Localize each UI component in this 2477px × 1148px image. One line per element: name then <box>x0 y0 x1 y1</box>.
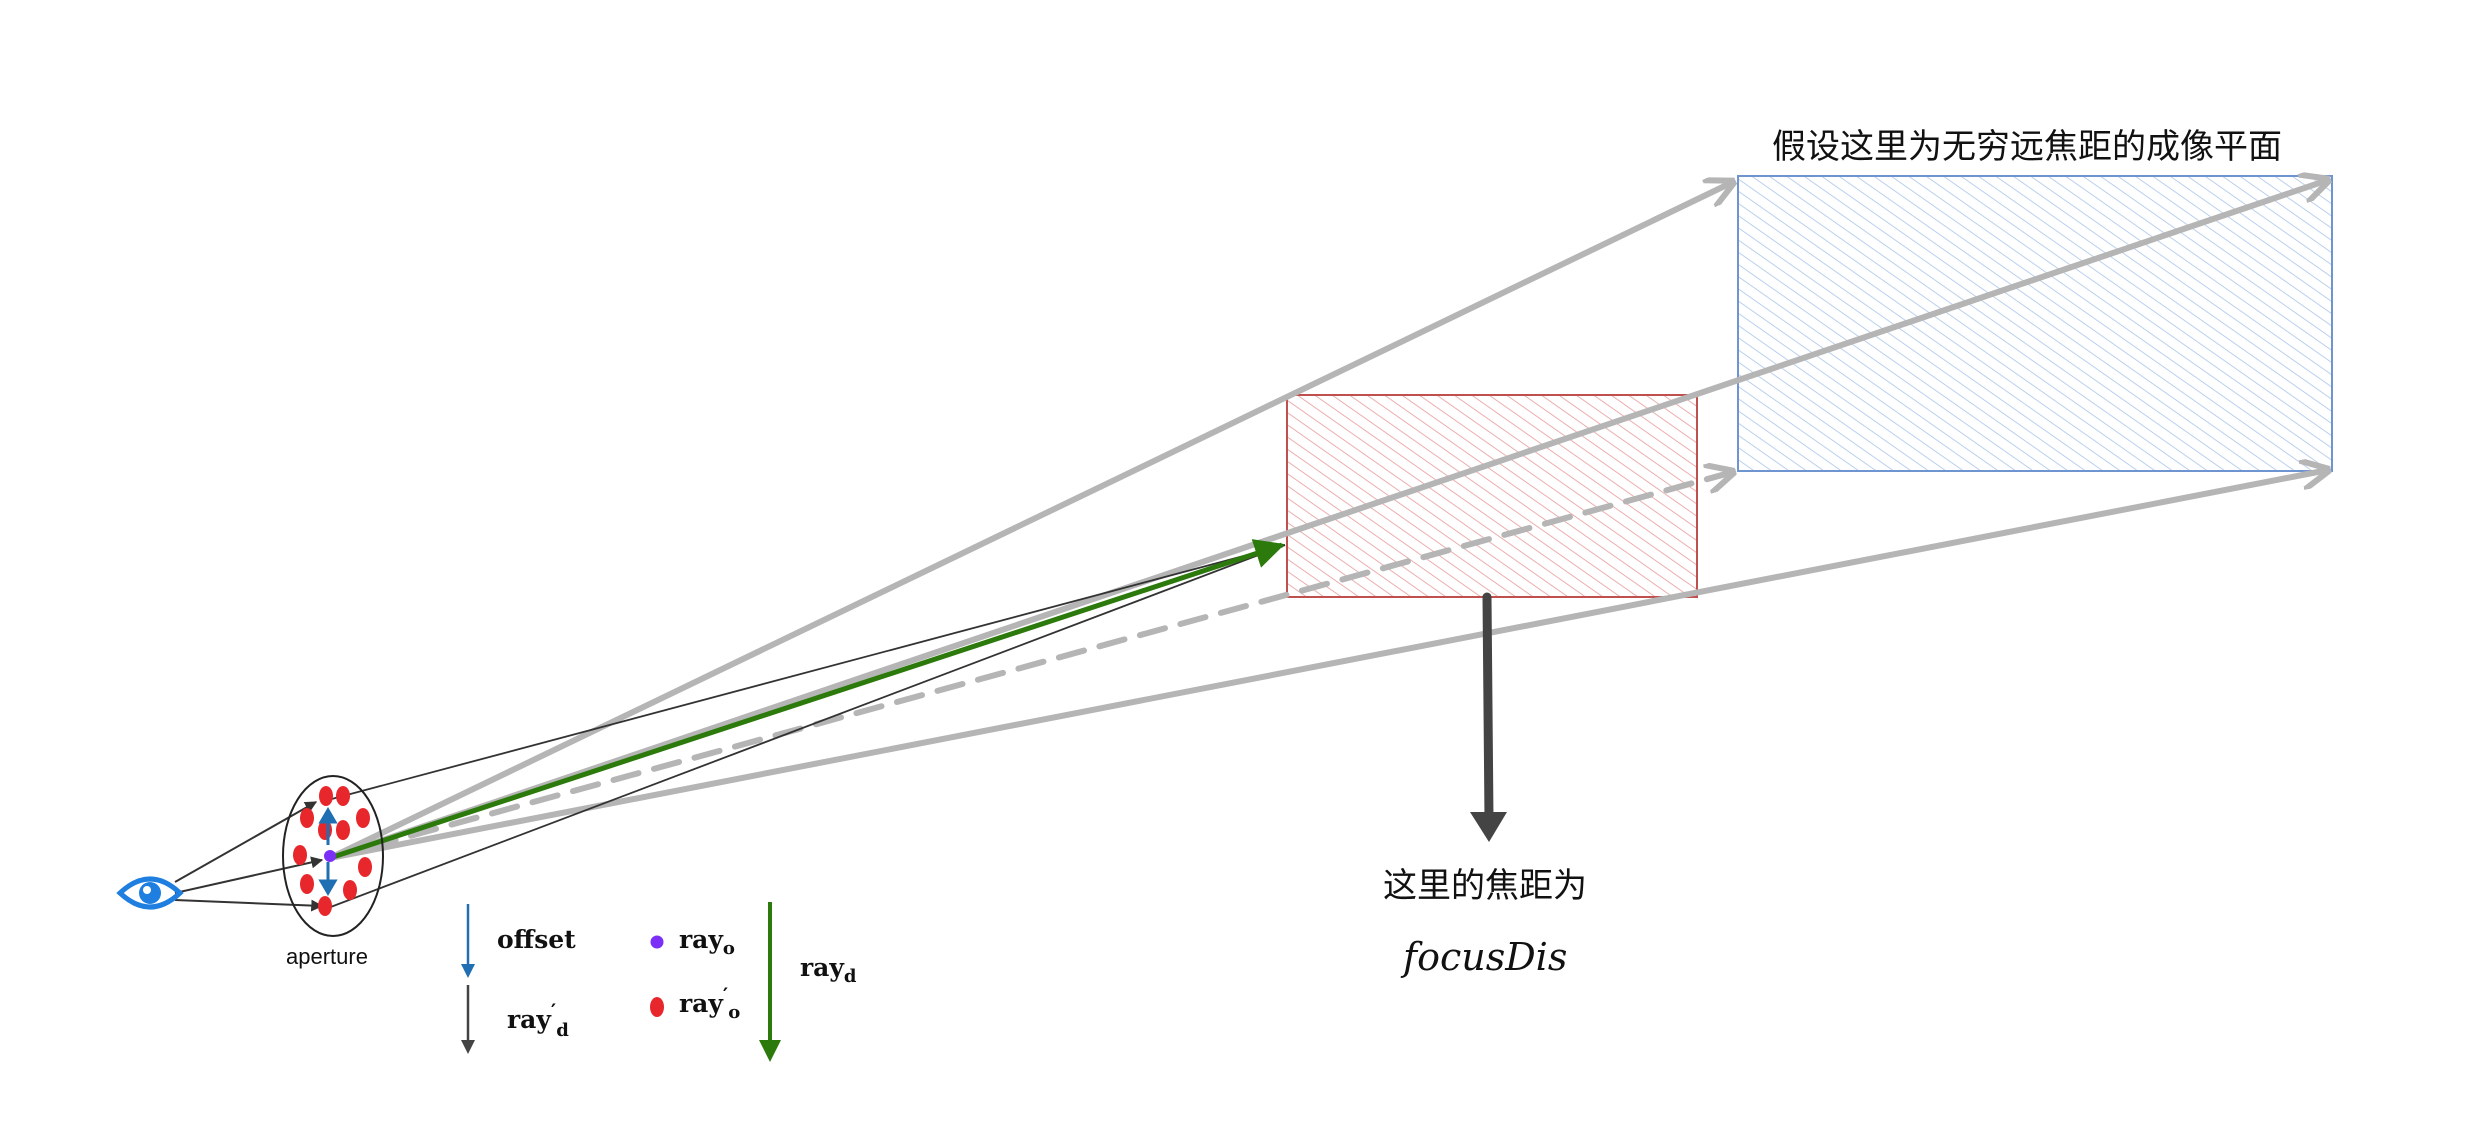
focus-plane <box>1286 394 1698 598</box>
offset-arrows <box>318 807 338 896</box>
legend-offset: offset <box>461 904 576 978</box>
ray-to-far-bottom-right <box>327 470 2328 861</box>
legend-ray-d-prime-ray: ray <box>507 1005 552 1034</box>
aperture-label: aperture <box>286 944 368 969</box>
focus-distance-arrow <box>1470 592 1507 842</box>
legend-ray-d-prime-sub: d <box>556 1020 569 1041</box>
legend-ray-d-prime-label: ray′d <box>507 999 569 1041</box>
legend-ray-d-ray: ray <box>800 953 845 982</box>
ray-to-far-top-left <box>327 182 1733 861</box>
legend: offset ray′d rayo ray′o rayd <box>461 902 857 1062</box>
aperture-lens <box>282 775 384 937</box>
ray-origin-dot <box>324 850 336 862</box>
infinity-image-plane <box>1737 175 2333 472</box>
legend-ray-o-prime-ray: ray <box>679 989 724 1018</box>
legend-ray-o-label: rayo <box>679 925 735 959</box>
legend-ray-o-prime: ray′o <box>650 983 740 1023</box>
eye-rays <box>174 801 324 912</box>
focus-variable-label: focusDis <box>1400 935 1567 979</box>
legend-ray-d: rayd <box>759 902 857 1062</box>
primary-ray-d <box>329 539 1285 861</box>
legend-ray-o-prime-label: ray′o <box>679 983 740 1023</box>
legend-ray-o-prime-sub: o <box>728 1002 740 1023</box>
legend-offset-label: offset <box>497 925 576 954</box>
eye-icon <box>116 876 184 910</box>
legend-ray-o: rayo <box>650 925 735 959</box>
ray-to-far-top-right <box>327 180 2328 861</box>
legend-ray-d-label: rayd <box>800 953 857 987</box>
infinity-plane-label: 假设这里为无穷远焦距的成像平面 <box>1772 127 2282 167</box>
focus-note-label: 这里的焦距为 <box>1383 866 1587 906</box>
legend-ray-d-sub: d <box>844 966 857 987</box>
legend-ray-d-prime-mark: ′ <box>551 999 556 1023</box>
legend-ray-o-sub: o <box>723 938 735 959</box>
aperture-rays <box>327 544 1286 909</box>
far-plane-rays <box>327 180 2328 861</box>
legend-ray-o-ray: ray <box>679 925 724 954</box>
ray-to-far-bottom-left-dashed <box>327 472 1733 861</box>
legend-ray-d-prime: ray′d <box>461 985 569 1054</box>
legend-ray-o-prime-mark: ′ <box>723 983 728 1007</box>
